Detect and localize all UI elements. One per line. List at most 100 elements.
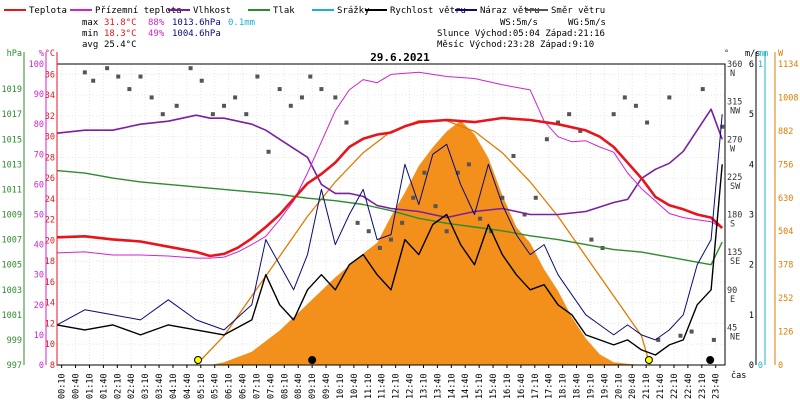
x-tick-label: 08:10 — [280, 373, 290, 399]
chart-title: 29.6.2021 — [370, 51, 430, 64]
x-tick-label: 21:10 — [642, 373, 652, 399]
wind-direction-point — [411, 195, 416, 200]
wind-direction-point — [389, 237, 393, 242]
wind-direction-point — [567, 112, 572, 117]
temperature-line — [56, 116, 724, 258]
legend: Teplota Přízemní teplota Vlhkost Tlak Srážky… — [4, 6, 605, 16]
temperature-axis-tick-label: 16 — [45, 278, 55, 288]
temperature-axis-tick-label: 28 — [45, 153, 55, 163]
wind-direction-point — [127, 87, 132, 92]
wind-direction-point — [255, 74, 260, 79]
temperature-axis-tick-label: 22 — [45, 216, 55, 226]
wind-direction-point — [244, 112, 249, 117]
radiation-tick-label: 882 — [778, 127, 793, 137]
wind-direction-point — [622, 95, 627, 100]
direction-tick-label: NW — [730, 107, 741, 117]
x-tick-label: 00:40 — [72, 373, 82, 399]
stat-min-label: min — [82, 29, 98, 39]
wind-speed-line — [56, 164, 723, 356]
temperature-axis-tick-label: 30 — [45, 133, 55, 143]
wind-direction-point — [422, 170, 427, 175]
wind-direction-point — [589, 237, 594, 242]
x-tick-label: 15:10 — [475, 373, 485, 399]
info-block: WS:5m/s WG:5m/s Slunce Východ:05:04 Zápa… — [437, 18, 606, 50]
sunset-marker — [644, 356, 653, 364]
x-tick-label: 13:10 — [419, 373, 429, 399]
pressure-axis-unit: hPa — [7, 49, 22, 59]
stat-avg-label: avg — [82, 40, 98, 50]
humidity-axis-tick-label: 0 — [39, 361, 44, 371]
pressure-axis-tick-label: 1003 — [2, 286, 22, 296]
x-tick-label: 23:10 — [698, 373, 708, 399]
temperature-axis-tick-label: 36 — [45, 70, 55, 80]
x-tick-label: 11:10 — [364, 373, 374, 399]
direction-tick-label: SE — [730, 257, 740, 267]
wind-direction-point — [344, 120, 349, 125]
wind-direction-point — [82, 70, 87, 75]
x-tick-label: 18:10 — [559, 373, 569, 399]
wind-direction-point — [233, 95, 238, 100]
pressure-axis-tick-label: 999 — [7, 336, 22, 346]
direction-tick-label: S — [730, 220, 735, 230]
direction-tick-value: 45 — [727, 323, 737, 333]
radiation-tick-label: 126 — [778, 328, 793, 338]
wind-direction-point — [222, 103, 226, 108]
x-axis: 00:10 00:40 01:10 01:40 02:10 02:40 03:10 03:40… — [58, 365, 746, 399]
wind-direction-point — [199, 78, 204, 83]
x-tick-label: 05:10 — [197, 373, 207, 399]
radiation-unit: W — [778, 49, 784, 59]
x-axis-label: čas — [731, 370, 746, 381]
wind-axis: 0 1 2 3 4 5 6m/s — [745, 49, 760, 371]
direction-tick-label: W — [730, 144, 736, 154]
legend-label: Srážky — [337, 6, 370, 16]
direction-tick-value: 180 — [727, 211, 742, 221]
x-tick-label: 03:40 — [155, 373, 165, 399]
rain-tick-label: 1 — [758, 60, 763, 70]
pressure-axis-tick-label: 997 — [7, 361, 22, 371]
moonset-marker — [308, 356, 317, 364]
x-tick-label: 02:40 — [127, 373, 137, 399]
temperature-axis-tick-label: 14 — [45, 299, 55, 309]
x-tick-label: 00:10 — [58, 373, 68, 399]
wind-direction-point — [299, 95, 304, 100]
stat-max-label: max — [82, 18, 99, 28]
wind-direction-point — [160, 112, 165, 117]
radiation-tick-label: 1134 — [778, 60, 798, 70]
direction-tick-value: 225 — [727, 173, 742, 183]
direction-tick-value: 270 — [727, 135, 742, 145]
x-tick-label: 02:10 — [113, 373, 123, 399]
wind-direction-point — [711, 337, 716, 342]
stat-min-hum: 49% — [148, 29, 165, 39]
wind-direction-point — [678, 333, 683, 338]
x-tick-label: 03:10 — [141, 373, 151, 399]
stat-max-rain: 0.1mm — [228, 18, 255, 28]
wind-tick-label: 5 — [749, 110, 754, 120]
x-tick-label: 12:40 — [406, 373, 416, 399]
humidity-axis-tick-label: 50 — [34, 211, 44, 221]
x-tick-label: 17:40 — [545, 373, 555, 399]
ground-temperature-line — [56, 71, 723, 259]
temperature-axis-tick-label: 18 — [45, 257, 55, 267]
x-tick-label: 18:40 — [573, 373, 583, 399]
wind-direction-point — [544, 137, 549, 142]
wind-direction-point — [138, 74, 143, 79]
x-tick-label: 11:40 — [378, 373, 388, 399]
pressure-axis: 997 999 1001 1003 1005 1007 1009 1011 1013 1015 10… — [2, 49, 25, 371]
humidity-axis-tick-label: 90 — [34, 90, 44, 100]
stat-avg-temp: 25.4°C — [104, 40, 137, 50]
wind-tick-label: 0 — [749, 361, 754, 371]
wind-direction-point — [656, 337, 661, 342]
direction-tick-value: 315 — [727, 98, 742, 108]
x-tick-label: 14:40 — [461, 373, 471, 399]
x-tick-label: 22:10 — [670, 373, 680, 399]
pressure-axis-tick-label: 1011 — [2, 185, 22, 195]
x-tick-label: 21:40 — [656, 373, 666, 399]
wind-direction-point — [455, 170, 460, 175]
wind-direction-point — [578, 128, 583, 133]
pressure-axis-tick-label: 1013 — [2, 160, 22, 170]
x-tick-label: 10:40 — [350, 373, 360, 399]
x-tick-label: 20:10 — [614, 373, 624, 399]
wind-direction-point — [188, 66, 193, 71]
